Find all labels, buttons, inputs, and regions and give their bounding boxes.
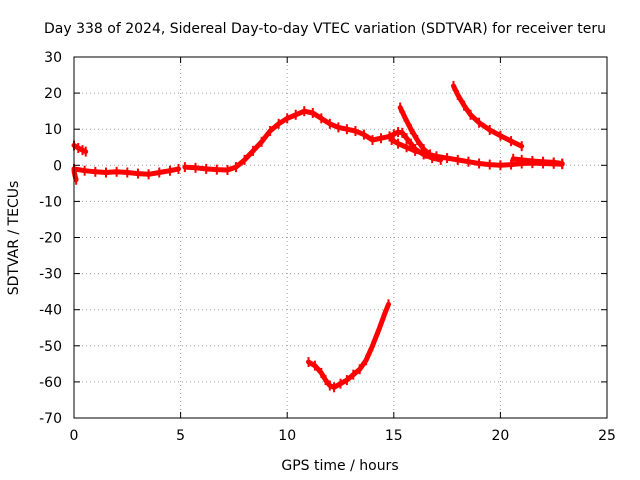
series-arc-early (71, 142, 89, 155)
x-tick-label: 0 (70, 428, 79, 444)
series-arc-main-2 (182, 108, 392, 173)
chart-title: Day 338 of 2024, Sidereal Day-to-day VTE… (44, 21, 606, 37)
x-tick-label: 20 (491, 428, 509, 444)
x-tick-label: 15 (385, 428, 403, 444)
x-tick-label: 25 (598, 428, 616, 444)
y-tick-label: -30 (39, 267, 62, 283)
y-tick-label: 10 (44, 122, 62, 138)
y-axis-label: SDTVAR / TECUs (6, 181, 22, 296)
y-tick-label: 20 (44, 86, 62, 102)
y-tick-label: 30 (44, 50, 62, 66)
y-tick-label: -60 (39, 375, 62, 391)
series-arc-main-1 (71, 166, 181, 177)
plot-frame (73, 56, 608, 419)
y-tick-label: -20 (39, 231, 62, 247)
x-tick-label: 5 (176, 428, 185, 444)
axis-ticks: 0 5 10 15 20 25 30 20 10 0 -10 -20 -30 -40 -50 -60 -70 (39, 50, 616, 444)
y-tick-label: 0 (53, 158, 62, 174)
series-arc-tail (510, 156, 565, 166)
y-tick-label: -40 (39, 303, 62, 319)
y-tick-label: -50 (39, 339, 62, 355)
grid (74, 57, 607, 418)
series-arc-late-2 (387, 129, 444, 163)
x-axis-label: GPS time / hours (281, 458, 398, 474)
y-tick-label: -70 (39, 411, 62, 427)
data-series (71, 80, 565, 393)
y-tick-label: -10 (39, 194, 62, 210)
x-tick-label: 10 (278, 428, 296, 444)
